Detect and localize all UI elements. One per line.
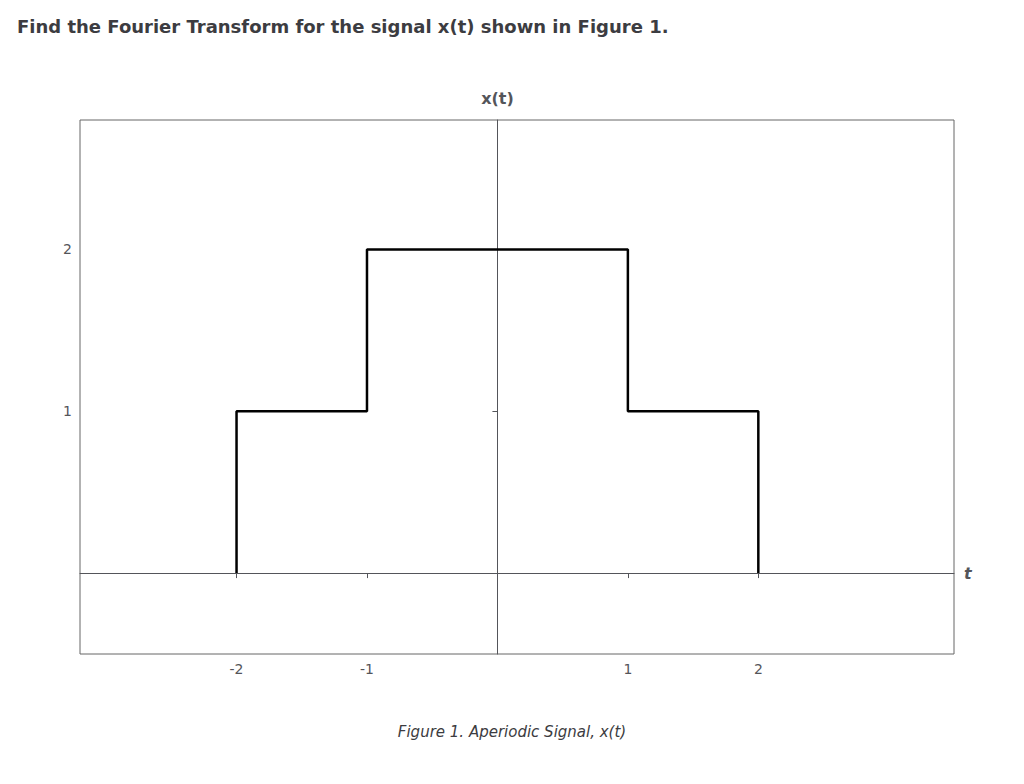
svg-text:-1: -1 — [360, 661, 374, 677]
svg-text:x(t): x(t) — [481, 89, 514, 108]
svg-text:2: 2 — [754, 661, 763, 677]
svg-text:t: t — [964, 564, 973, 583]
svg-text:Find the Fourier Transform for: Find the Fourier Transform for the signa… — [17, 16, 669, 37]
svg-text:1: 1 — [63, 403, 72, 419]
svg-text:2: 2 — [63, 241, 72, 257]
svg-text:1: 1 — [623, 661, 632, 677]
svg-text:-2: -2 — [230, 661, 244, 677]
svg-text:Figure 1. Aperiodic Signal, x(: Figure 1. Aperiodic Signal, x(t) — [398, 723, 626, 741]
